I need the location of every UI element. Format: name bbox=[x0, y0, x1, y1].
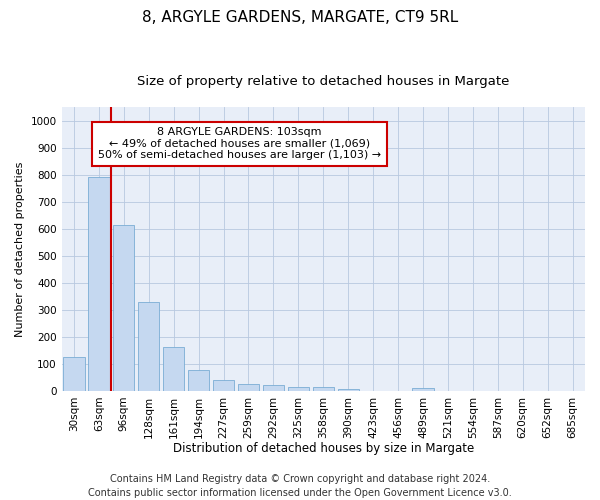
Bar bbox=[238, 384, 259, 391]
Text: 8 ARGYLE GARDENS: 103sqm
← 49% of detached houses are smaller (1,069)
50% of sem: 8 ARGYLE GARDENS: 103sqm ← 49% of detach… bbox=[98, 127, 381, 160]
Bar bbox=[213, 380, 234, 391]
Bar bbox=[163, 347, 184, 391]
Title: Size of property relative to detached houses in Margate: Size of property relative to detached ho… bbox=[137, 75, 509, 88]
Bar bbox=[64, 357, 85, 391]
Bar bbox=[313, 386, 334, 391]
Text: Contains HM Land Registry data © Crown copyright and database right 2024.
Contai: Contains HM Land Registry data © Crown c… bbox=[88, 474, 512, 498]
Bar bbox=[88, 178, 110, 391]
Y-axis label: Number of detached properties: Number of detached properties bbox=[15, 162, 25, 336]
Bar bbox=[338, 389, 359, 391]
Bar bbox=[288, 386, 309, 391]
Bar bbox=[113, 224, 134, 391]
Text: 8, ARGYLE GARDENS, MARGATE, CT9 5RL: 8, ARGYLE GARDENS, MARGATE, CT9 5RL bbox=[142, 10, 458, 25]
Bar bbox=[138, 302, 160, 391]
X-axis label: Distribution of detached houses by size in Margate: Distribution of detached houses by size … bbox=[173, 442, 474, 455]
Bar bbox=[188, 370, 209, 391]
Bar bbox=[412, 388, 434, 391]
Bar bbox=[263, 386, 284, 391]
